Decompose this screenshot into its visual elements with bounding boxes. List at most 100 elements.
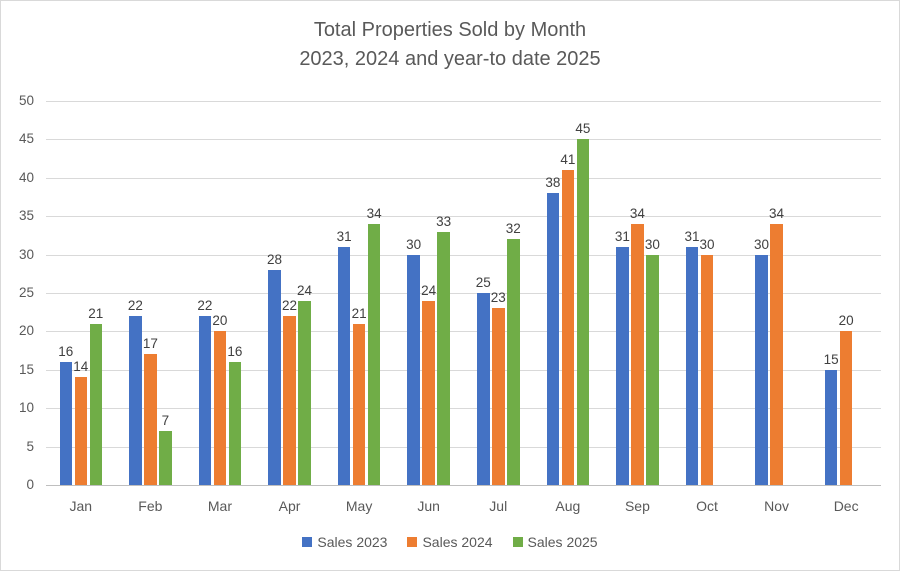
bar-sales-2023-apr: [268, 269, 281, 485]
bar-slot-sales-2023-sep: 31: [614, 101, 630, 485]
y-axis-tick-label: 5: [26, 438, 34, 454]
bar-sales-2024-feb: [144, 354, 157, 485]
bar-group-feb: 22 17 7: [116, 101, 186, 485]
bar-slot-sales-2025-may: 34: [366, 101, 382, 485]
bar-slot-sales-2024-may: 21: [351, 101, 367, 485]
bar-sales-2023-mar: [198, 316, 212, 485]
bar-slot-sales-2024-nov: 34: [769, 101, 784, 485]
data-label-sales-2025-sep: 30: [644, 236, 660, 252]
data-label-sales-2025-mar: 16: [227, 344, 243, 360]
data-label-sales-2025-jan: 21: [88, 305, 104, 321]
data-label-sales-2024-oct: 30: [699, 236, 715, 252]
data-label-sales-2023-nov: 30: [754, 236, 770, 252]
bar-sales-2025-jan: [89, 323, 103, 485]
legend-label-sales-2025: Sales 2025: [527, 534, 598, 550]
gridline: [46, 101, 881, 102]
x-axis-label-may: May: [345, 498, 373, 514]
bar-sales-2024-aug: [561, 170, 575, 485]
bar-group-dec: 15 20: [811, 101, 881, 485]
data-label-sales-2024-mar: 20: [212, 313, 228, 329]
y-axis-tick-label: 40: [18, 169, 34, 185]
bar-sales-2023-sep: [616, 246, 629, 485]
y-axis-tick-label: 30: [18, 246, 34, 262]
bar-sales-2024-nov: [770, 223, 783, 485]
bar-group-nov: 30 34: [742, 101, 812, 485]
bar-sales-2025-sep: [646, 254, 659, 485]
y-axis-tick-label: 25: [18, 285, 34, 300]
bar-sales-2025-jun: [437, 231, 450, 485]
data-label-sales-2024-may: 21: [351, 305, 367, 321]
bar-group-apr: 28 22 24: [255, 101, 325, 485]
bar-slot-sales-2024-mar: 20: [212, 101, 228, 485]
bar-sales-2023-jul: [477, 293, 490, 485]
x-axis-label-mar: Mar: [207, 498, 232, 514]
data-label-sales-2024-feb: 17: [142, 336, 158, 352]
plot-area: [46, 101, 881, 486]
data-label-sales-2024-jun: 24: [421, 282, 437, 298]
data-label-sales-2023-jun: 30: [406, 236, 422, 252]
bar-sales-2024-dec: [839, 331, 853, 485]
bar-sales-2024-jul: [492, 308, 505, 485]
bar-sales-2023-jan: [59, 362, 73, 485]
bar-slot-sales-2024-feb: 17: [142, 101, 158, 485]
bar-slot-sales-2025-jan: 21: [88, 101, 104, 485]
y-axis: 0 5 10 15 20 25 30 35 40 45 50: [1, 93, 34, 492]
bar-slot-sales-2023-mar: 22: [197, 101, 212, 485]
legend-swatch-sales-2025: [512, 537, 523, 547]
legend-item-sales-2024: Sales 2024: [407, 534, 493, 550]
data-label-sales-2023-dec: 15: [823, 351, 839, 367]
bar-slot-sales-2025-feb: 7: [159, 101, 172, 485]
bar-slot-sales-2023-nov: 30: [754, 101, 770, 485]
bar-slot-sales-2025-oct: [716, 101, 729, 485]
bar-group-may: 31 21 34: [324, 101, 394, 485]
bar-slot-sales-2025-dec: [855, 101, 868, 485]
x-axis-label-nov: Nov: [764, 498, 790, 514]
bar-slot-sales-2024-dec: 20: [839, 101, 854, 485]
x-axis-label-feb: Feb: [138, 498, 163, 514]
legend-label-sales-2023: Sales 2023: [317, 534, 388, 550]
bar-slot-sales-2023-feb: 22: [128, 101, 143, 485]
bar-sales-2023-jun: [407, 254, 420, 485]
bar-slot-sales-2024-jan: 14: [73, 101, 88, 485]
bar-sales-2025-may: [367, 223, 381, 485]
bar-sales-2025-jul: [507, 239, 520, 485]
bar-slot-sales-2025-nov: [785, 101, 798, 485]
legend-label-sales-2024: Sales 2024: [422, 534, 493, 550]
x-axis-label-aug: Aug: [555, 498, 581, 514]
gridline: [46, 446, 881, 448]
legend-swatch-sales-2023: [302, 537, 313, 547]
data-label-sales-2025-feb: 7: [161, 413, 170, 429]
bar-sales-2025-mar: [228, 362, 242, 485]
bar-slot-sales-2023-jul: 25: [476, 101, 491, 485]
data-label-sales-2023-sep: 31: [614, 228, 630, 244]
bar-slot-sales-2023-jan: 16: [58, 101, 73, 485]
data-label-sales-2024-apr: 22: [282, 298, 298, 314]
gridline: [46, 139, 881, 141]
bar-group-jun: 30 24 33: [394, 101, 464, 485]
bar-sales-2023-may: [337, 246, 351, 485]
bar-slot-sales-2024-apr: 22: [282, 101, 298, 485]
bar-sales-2024-mar: [213, 331, 227, 485]
bar-sales-2024-jun: [422, 300, 435, 485]
bar-group-oct: 31 30: [672, 101, 742, 485]
bar-sales-2025-aug: [576, 139, 590, 485]
x-axis-label-sep: Sep: [624, 498, 650, 514]
bar-slot-sales-2024-jun: 24: [421, 101, 437, 485]
bar-slot-sales-2025-jun: 33: [436, 101, 451, 485]
chart-title: Total Properties Sold by Month: [313, 19, 587, 41]
bar-slot-sales-2024-jul: 23: [491, 101, 506, 485]
gridline: [46, 216, 881, 218]
data-label-sales-2023-aug: 38: [545, 175, 561, 191]
legend-item-sales-2025: Sales 2025: [512, 534, 598, 550]
bar-slot-sales-2025-sep: 30: [644, 101, 660, 485]
x-axis-label-apr: Apr: [278, 498, 301, 514]
bar-group-jul: 25 23 32: [463, 101, 533, 485]
data-label-sales-2025-may: 34: [366, 205, 382, 221]
data-label-sales-2024-aug: 41: [560, 152, 576, 168]
x-axis-label-dec: Dec: [833, 498, 859, 514]
bar-slot-sales-2023-aug: 38: [545, 101, 561, 485]
data-label-sales-2025-aug: 45: [575, 121, 591, 137]
x-axis: Jan Feb Mar Apr May Jun Jul Aug Sep Oct Nov Dec: [46, 498, 881, 515]
bar-sales-2023-oct: [685, 246, 699, 485]
